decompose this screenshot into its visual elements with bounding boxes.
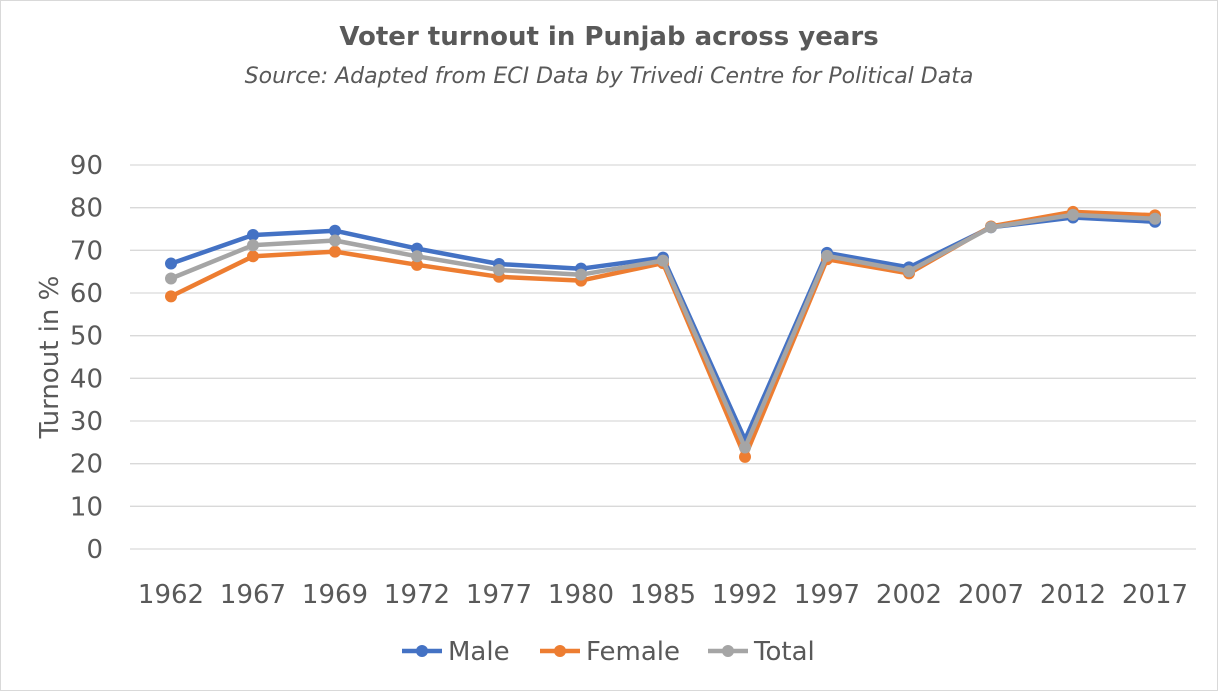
- y-tick-label: 20: [70, 450, 103, 480]
- y-axis-title: Turnout in %: [35, 276, 65, 440]
- data-point-total: [821, 249, 833, 262]
- data-point-female: [411, 258, 423, 271]
- y-tick-label: 10: [70, 492, 103, 522]
- x-tick-label: 1997: [794, 580, 860, 610]
- data-point-male: [165, 257, 177, 270]
- x-tick-label: 2007: [958, 580, 1024, 610]
- y-tick-label: 60: [70, 279, 103, 309]
- y-tick-label: 50: [70, 322, 103, 352]
- data-point-total: [1149, 212, 1161, 225]
- legend-item-female: Female: [540, 637, 680, 667]
- data-point-male: [329, 224, 341, 237]
- series-total: [165, 208, 1161, 454]
- series-male: [165, 211, 1161, 446]
- legend-label-total: Total: [753, 637, 815, 667]
- x-tick-label: 2017: [1122, 580, 1188, 610]
- x-tick-label: 1980: [548, 580, 614, 610]
- x-tick-label: 1985: [630, 580, 696, 610]
- x-tick-label: 1969: [302, 580, 368, 610]
- y-tick-label: 90: [70, 151, 103, 181]
- y-tick-label: 0: [86, 535, 103, 565]
- legend-marker-male: [416, 645, 428, 657]
- x-tick-label: 1962: [138, 580, 204, 610]
- data-point-male: [247, 228, 259, 241]
- y-tick-label: 80: [70, 194, 103, 224]
- chart-subtitle: Source: Adapted from ECI Data by Trivedi…: [244, 64, 974, 89]
- data-point-total: [739, 441, 751, 454]
- y-axis-ticks: 0 10 20 30 40 50 60 70 80 90: [70, 151, 103, 565]
- data-point-total: [575, 268, 587, 281]
- data-point-female: [329, 245, 341, 258]
- data-point-total: [1067, 208, 1079, 221]
- series-female: [165, 205, 1161, 463]
- data-point-total: [493, 263, 505, 276]
- data-point-female: [739, 450, 751, 463]
- data-point-total: [329, 234, 341, 247]
- legend: Male Female Total: [402, 637, 815, 667]
- legend-marker-female: [554, 645, 566, 657]
- data-point-total: [247, 239, 259, 252]
- legend-label-female: Female: [586, 637, 680, 667]
- y-tick-label: 30: [70, 407, 103, 437]
- data-point-female: [247, 250, 259, 263]
- series-line-female: [168, 209, 1158, 460]
- x-tick-label: 1972: [384, 580, 450, 610]
- gridlines: [130, 164, 1196, 550]
- data-point-total: [657, 254, 669, 267]
- data-point-total: [411, 250, 423, 263]
- series-group: [165, 205, 1161, 463]
- x-tick-label: 1977: [466, 580, 532, 610]
- x-tick-label: 2012: [1040, 580, 1106, 610]
- x-tick-label: 1967: [220, 580, 286, 610]
- legend-marker-total: [722, 645, 734, 657]
- y-tick-label: 70: [70, 236, 103, 266]
- legend-label-male: Male: [448, 637, 510, 667]
- data-point-total: [165, 272, 177, 285]
- data-point-total: [903, 265, 915, 278]
- x-tick-label: 1992: [712, 580, 778, 610]
- x-tick-label: 2002: [876, 580, 942, 610]
- y-tick-label: 40: [70, 364, 103, 394]
- legend-item-total: Total: [708, 637, 815, 667]
- data-point-female: [165, 290, 177, 303]
- legend-item-male: Male: [402, 637, 510, 667]
- x-axis-ticks: 1962 1967 1969 1972 1977 1980 1985 1992 1997 2002…: [138, 580, 1188, 610]
- data-point-total: [985, 221, 997, 234]
- chart-title: Voter turnout in Punjab across years: [339, 22, 879, 52]
